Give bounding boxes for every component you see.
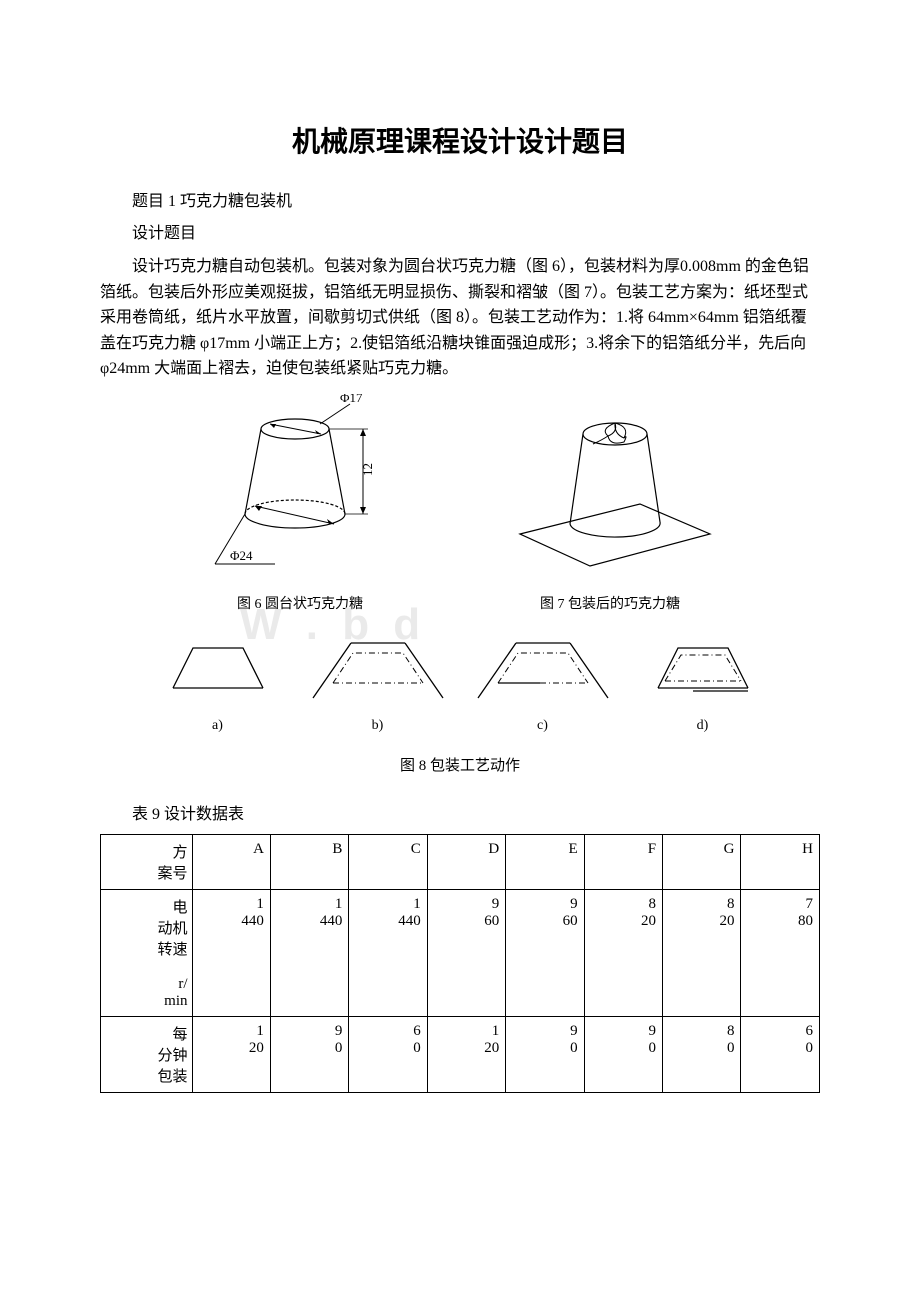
row-2-header: 每分钟包装: [101, 1016, 193, 1092]
table-cell: 60: [741, 1016, 820, 1092]
dim-height: 12: [360, 463, 375, 476]
fig8-label-a: a): [148, 718, 288, 734]
figure-7-caption: 图 7 包装后的巧克力糖: [490, 593, 730, 613]
table-cell: 1440: [270, 889, 348, 1016]
page-title: 机械原理课程设计设计题目: [100, 120, 820, 160]
col-header-A: A: [192, 834, 270, 889]
col-header-E: E: [506, 834, 584, 889]
cone-candy-diagram: Φ17 12 Φ24: [190, 394, 410, 584]
fig8-label-c: c): [468, 718, 618, 734]
table-cell: 1440: [349, 889, 427, 1016]
col-header-0: 方案号: [101, 834, 193, 889]
figure-8-c: c): [468, 633, 618, 734]
table-cell: 820: [584, 889, 662, 1016]
section-heading: 设计题目: [100, 222, 820, 246]
table-cell: 960: [506, 889, 584, 1016]
table-cell: 90: [584, 1016, 662, 1092]
dim-bottom: Φ24: [230, 548, 253, 563]
table-cell: 120: [427, 1016, 505, 1092]
table-cell: 90: [270, 1016, 348, 1092]
col-header-B: B: [270, 834, 348, 889]
col-header-G: G: [663, 834, 741, 889]
col-header-F: F: [584, 834, 662, 889]
table-header-row: 方案号 A B C D E F G H: [101, 834, 820, 889]
fig8-label-d: d): [633, 718, 773, 734]
table-cell: 820: [663, 889, 741, 1016]
table-cell: 780: [741, 889, 820, 1016]
col-header-C: C: [349, 834, 427, 889]
wrapped-candy-diagram: [490, 394, 730, 584]
col-header-D: D: [427, 834, 505, 889]
figure-8-caption: 图 8 包装工艺动作: [100, 754, 820, 775]
body-paragraph: 设计巧克力糖自动包装机。包装对象为圆台状巧克力糖（图 6），包装材料为厚0.00…: [100, 254, 820, 382]
problem-number: 题目 1 巧克力糖包装机: [100, 190, 820, 214]
fig8-label-b: b): [303, 718, 453, 734]
table-cell: 960: [427, 889, 505, 1016]
dim-top: Φ17: [340, 394, 363, 405]
col-header-H: H: [741, 834, 820, 889]
table-title: 表 9 设计数据表: [100, 800, 820, 824]
figure-7: 图 7 包装后的巧克力糖: [490, 394, 730, 613]
figure-row-1: Φ17 12 Φ24 图 6 圆台状巧克力糖 图: [100, 394, 820, 613]
table-row: 每分钟包装 120 90 60 120 90 90 80 60: [101, 1016, 820, 1092]
figure-8-row: a) b) c) d): [100, 633, 820, 734]
table-cell: 90: [506, 1016, 584, 1092]
figure-8-d: d): [633, 633, 773, 734]
figure-8-a: a): [148, 633, 288, 734]
design-data-table: 方案号 A B C D E F G H 电动机转速r/min 1440 1440…: [100, 834, 820, 1093]
table-cell: 60: [349, 1016, 427, 1092]
row-1-header: 电动机转速r/min: [101, 889, 193, 1016]
table-row: 电动机转速r/min 1440 1440 1440 960 960 820 82…: [101, 889, 820, 1016]
table-cell: 1440: [192, 889, 270, 1016]
figure-8-b: b): [303, 633, 453, 734]
figure-6-caption: 图 6 圆台状巧克力糖: [190, 593, 410, 613]
table-cell: 120: [192, 1016, 270, 1092]
figure-6: Φ17 12 Φ24 图 6 圆台状巧克力糖: [190, 394, 410, 613]
table-cell: 80: [663, 1016, 741, 1092]
